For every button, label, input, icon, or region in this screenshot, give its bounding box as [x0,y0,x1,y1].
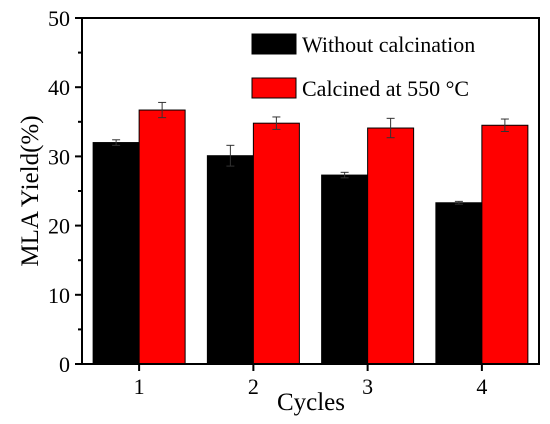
error-bar-series-2-cycle-3 [386,117,395,139]
x-tick-label-3: 3 [362,374,373,399]
bar-series-1-cycle-1 [92,142,140,365]
bar-series-2-cycle-4 [481,124,529,365]
error-bar-series-1-cycle-2 [226,144,235,167]
legend-label-2: Calcined at 550 °C [302,76,469,101]
x-tick-label-1: 1 [134,374,145,399]
error-bar-series-2-cycle-1 [158,101,167,119]
error-bar-series-1-cycle-1 [112,139,121,146]
ticks-layer: 0 10 20 30 40 50 1 2 3 4 [48,6,487,399]
bars-layer [92,109,529,365]
legend: Without calcination Calcined at 550 °C [251,32,475,101]
bar-series-1-cycle-2 [206,155,254,365]
y-tick-label-0: 0 [59,352,70,377]
y-tick-label-40: 40 [48,75,70,100]
x-tick-label-4: 4 [476,374,487,399]
error-bars-layer [112,101,509,205]
bar-series-2-cycle-2 [252,122,300,365]
y-tick-label-50: 50 [48,6,70,31]
error-bar-series-2-cycle-2 [272,116,281,130]
bar-series-2-cycle-3 [367,127,415,365]
y-tick-label-20: 20 [48,214,70,239]
x-axis-label: Cycles [277,389,345,416]
y-tick-label-10: 10 [48,283,70,308]
legend-swatch-2 [251,77,297,99]
legend-swatch-1 [251,33,297,55]
y-axis-label: MLA Yield(%) [17,115,44,266]
bar-series-2-cycle-1 [138,109,186,365]
error-bar-series-1-cycle-3 [340,171,349,179]
error-bar-series-1-cycle-4 [454,200,463,205]
error-bar-series-2-cycle-4 [500,118,509,132]
bar-series-1-cycle-4 [435,202,483,365]
bar-series-1-cycle-3 [321,174,369,365]
x-tick-label-2: 2 [248,374,259,399]
y-tick-label-30: 30 [48,144,70,169]
legend-label-1: Without calcination [302,32,475,57]
